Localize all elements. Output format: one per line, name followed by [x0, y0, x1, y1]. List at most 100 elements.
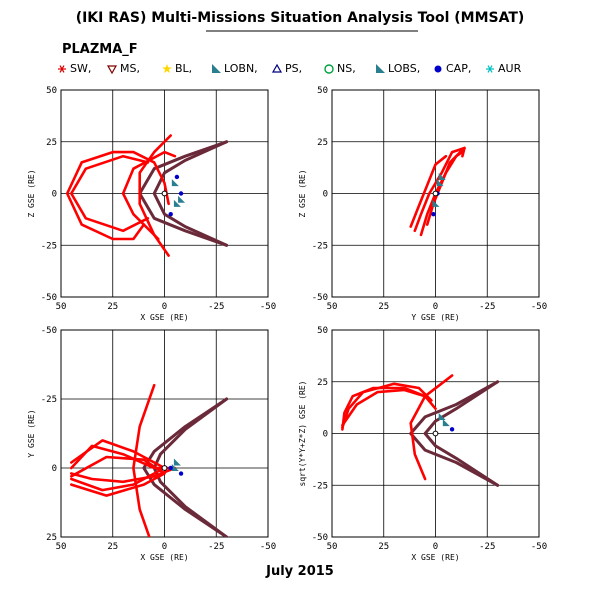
triangle-right-icon [376, 64, 385, 73]
y-tick-label: -25 [312, 241, 328, 251]
legend-item: LOBS, [376, 62, 420, 75]
y-tick-label: 25 [46, 533, 57, 543]
legend-label: PS, [285, 62, 302, 75]
cap-marker [174, 174, 180, 180]
legend-label: SW, [70, 62, 91, 75]
legend-label: LOBS, [388, 62, 420, 75]
lobe-marker [436, 179, 444, 187]
y-tick-label: -50 [312, 293, 328, 303]
x-tick-label: -25 [479, 302, 495, 312]
orbit-track [409, 154, 448, 228]
legend-label: AUR [498, 62, 522, 75]
x-tick-label: -25 [208, 542, 224, 552]
x-axis-label: X GSE (RE) [140, 313, 188, 322]
y-tick-label: 25 [317, 378, 328, 388]
earth-marker [432, 430, 439, 437]
earth-marker [161, 190, 168, 197]
lobe-marker [178, 195, 186, 203]
orbit-track [409, 374, 454, 481]
cap-marker [178, 191, 184, 196]
star-icon [162, 64, 172, 73]
lobe-marker [438, 412, 446, 420]
y-tick-label: 50 [46, 86, 57, 96]
x-tick-label: 50 [56, 542, 67, 552]
legend-item: NS, [324, 62, 356, 75]
x-tick-label: 50 [327, 542, 338, 552]
y-axis-label: Y GSE (RE) [27, 409, 36, 457]
y-tick-label: -50 [41, 326, 57, 336]
y-tick-label: 0 [52, 464, 57, 474]
lobe-marker [173, 199, 181, 207]
x-tick-label: 25 [378, 302, 389, 312]
x-tick-label: -25 [208, 302, 224, 312]
triangle-up-icon [271, 63, 283, 73]
cap-marker [449, 427, 455, 432]
lobe-marker [171, 464, 179, 471]
lobe-marker [171, 179, 179, 187]
y-tick-label: -25 [312, 481, 328, 491]
y-axis-label: Z GSE (RE) [27, 169, 36, 217]
legend-item: MS, [106, 62, 140, 75]
earth-marker [432, 190, 439, 197]
y-tick-label: 0 [52, 190, 57, 200]
y-tick-label: -25 [41, 241, 57, 251]
x-tick-label: 50 [327, 302, 338, 312]
cap-marker [178, 471, 184, 476]
orbit-track [70, 154, 150, 233]
orbit-track [341, 382, 433, 429]
legend-item: SW, [58, 62, 91, 75]
x-axis-label: Y GSE (RE) [411, 313, 459, 322]
y-tick-label: -50 [41, 293, 57, 303]
y-tick-label: -50 [312, 533, 328, 543]
x-tick-label: 25 [107, 302, 118, 312]
legend-label: CAP, [446, 62, 471, 75]
triangle-right-icon [212, 64, 221, 73]
legend-item: PS, [271, 62, 302, 75]
x-axis-label: X GSE (RE) [140, 553, 188, 562]
y-tick-label: 0 [323, 190, 328, 200]
legend-label: NS, [337, 62, 356, 75]
x-tick-label: 0 [433, 302, 438, 312]
earth-marker [161, 465, 168, 471]
app-title: (IKI RAS) Multi-Missions Situation Analy… [76, 10, 525, 26]
legend-item: CAP, [434, 62, 471, 75]
orbit-track [65, 150, 170, 241]
x-tick-label: -50 [531, 302, 547, 312]
cap-marker [431, 212, 436, 217]
boundary-curve [152, 140, 229, 247]
legend-item: BL, [162, 62, 192, 75]
x-tick-label: -25 [479, 542, 495, 552]
legend-item: LOBN, [212, 62, 258, 75]
boundary-curve [423, 380, 500, 487]
x-axis-label: X GSE (RE) [411, 553, 459, 562]
orbit-track [341, 388, 427, 427]
boundary-curve [142, 397, 229, 537]
y-tick-label: -25 [41, 395, 57, 405]
y-axis-label: sqrt(Y*Y+Z*Z) GSE (RE) [298, 381, 307, 487]
lobe-marker [432, 199, 440, 207]
y-tick-label: 25 [317, 138, 328, 148]
legend-label: MS, [120, 62, 140, 75]
cap-marker [168, 212, 173, 217]
circle-icon [324, 64, 334, 74]
triangle-down-icon [106, 65, 118, 75]
y-tick-label: 25 [46, 138, 57, 148]
legend-item: AUR [486, 62, 522, 75]
x-tick-label: 50 [56, 302, 67, 312]
orbit-track [413, 146, 466, 233]
x-tick-label: 25 [378, 542, 389, 552]
y-tick-label: 50 [317, 86, 328, 96]
x-tick-label: -50 [531, 542, 547, 552]
legend-label: LOBN, [224, 62, 258, 75]
asterisk-icon [486, 65, 494, 73]
boundary-curve [409, 380, 500, 487]
x-tick-label: 0 [433, 542, 438, 552]
x-tick-label: 25 [107, 542, 118, 552]
orbit-track [70, 455, 166, 497]
